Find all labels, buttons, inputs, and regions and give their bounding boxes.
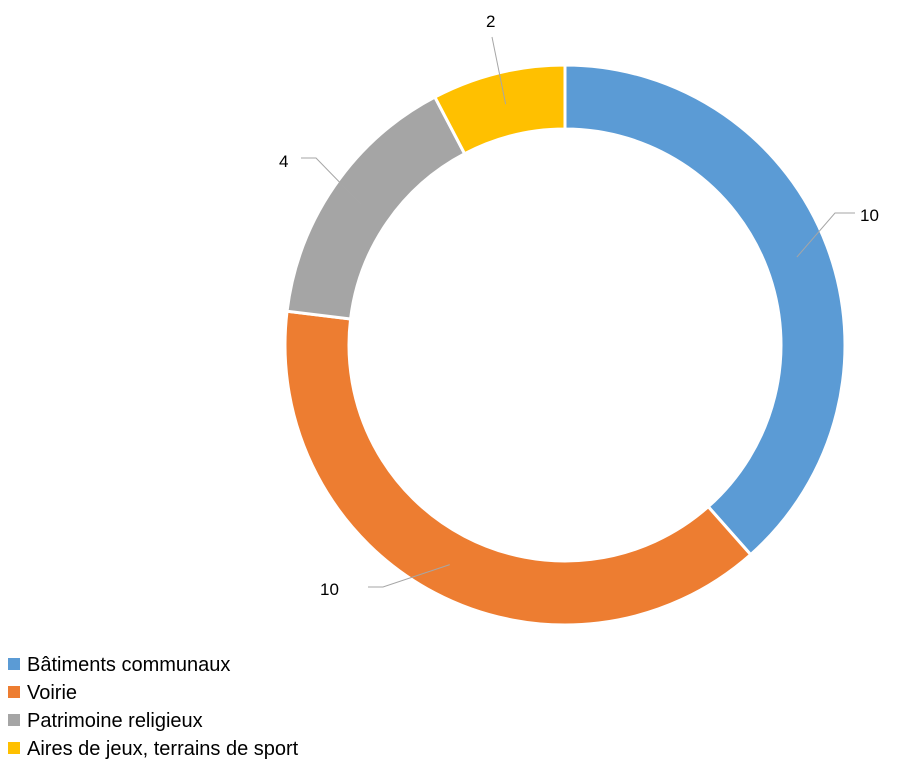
data-label-aires: 2 (486, 12, 495, 31)
slice-patrimoine (285, 95, 467, 321)
legend-item-voirie: Voirie (8, 679, 298, 707)
legend-swatch-aires (8, 741, 20, 754)
slice-batiments (563, 63, 847, 557)
leader-patrimoine (301, 157, 362, 205)
legend-item-patrimoine: Patrimoine religieux (8, 707, 298, 735)
legend-swatch-batiments (8, 657, 20, 670)
leader-voirie (368, 564, 450, 588)
data-label-patrimoine: 4 (279, 152, 288, 171)
legend-item-aires: Aires de jeux, terrains de sport (8, 735, 298, 763)
leader-aires (491, 36, 507, 105)
slice-aires (432, 63, 567, 156)
legend-label-batiments: Bâtiments communaux (27, 654, 231, 676)
data-label-voirie: 10 (320, 580, 339, 599)
slice-voirie (283, 309, 753, 627)
legend: Bâtiments communaux Voirie Patrimoine re… (8, 651, 298, 763)
data-labels: 10 10 4 2 (279, 12, 879, 599)
legend-label-patrimoine: Patrimoine religieux (27, 710, 203, 732)
legend-swatch-patrimoine (8, 713, 20, 726)
data-label-batiments: 10 (860, 206, 879, 225)
legend-item-batiments: Bâtiments communaux (8, 651, 298, 679)
legend-label-aires: Aires de jeux, terrains de sport (27, 738, 299, 760)
legend-label-voirie: Voirie (27, 682, 78, 704)
leader-lines (301, 36, 855, 588)
donut-slices (283, 63, 847, 627)
legend-swatch-voirie (8, 685, 20, 698)
leader-batiments (796, 212, 855, 258)
